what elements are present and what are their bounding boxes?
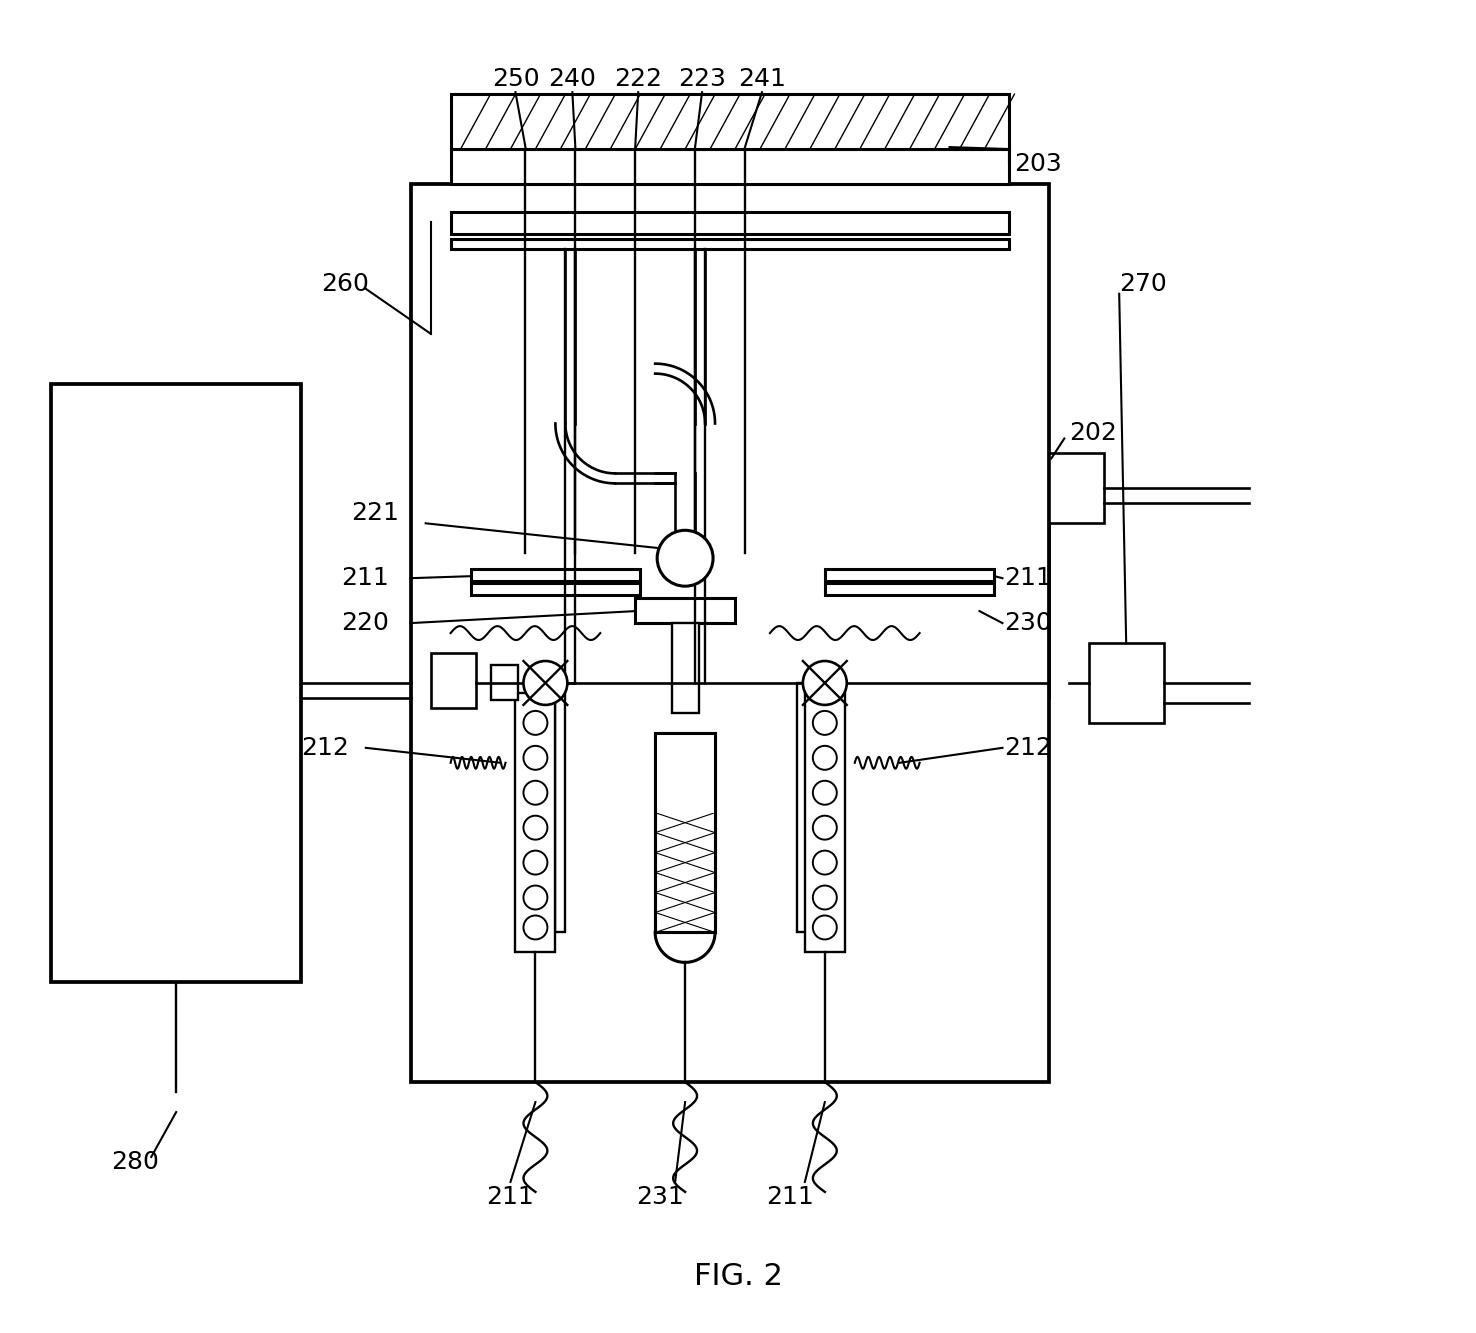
Bar — [825, 583, 995, 595]
Bar — [655, 733, 714, 813]
Circle shape — [524, 781, 548, 805]
Bar — [450, 149, 1010, 184]
Circle shape — [813, 850, 837, 874]
Bar — [490, 665, 518, 700]
Bar — [635, 599, 735, 623]
Bar — [1089, 643, 1165, 722]
Text: 221: 221 — [351, 501, 399, 525]
Bar — [655, 733, 714, 933]
Bar — [515, 693, 555, 952]
Text: 202: 202 — [1069, 421, 1117, 445]
Circle shape — [524, 916, 548, 940]
Text: 260: 260 — [320, 272, 369, 296]
Bar — [804, 693, 844, 952]
Text: 250: 250 — [492, 67, 539, 91]
Text: 222: 222 — [614, 67, 663, 91]
Bar — [1049, 453, 1104, 524]
Circle shape — [524, 816, 548, 840]
Bar — [655, 733, 714, 933]
Circle shape — [524, 746, 548, 769]
Bar — [471, 569, 641, 581]
Circle shape — [524, 850, 548, 874]
Bar — [555, 682, 565, 933]
Circle shape — [657, 531, 713, 587]
Bar — [450, 95, 1010, 149]
Text: 231: 231 — [636, 1185, 683, 1209]
Circle shape — [524, 885, 548, 909]
Text: 212: 212 — [1005, 736, 1052, 760]
Text: 211: 211 — [1005, 567, 1052, 591]
Circle shape — [813, 746, 837, 769]
Circle shape — [524, 710, 548, 734]
Bar — [797, 682, 807, 933]
Circle shape — [813, 816, 837, 840]
Text: 211: 211 — [766, 1185, 813, 1209]
Text: 270: 270 — [1119, 272, 1168, 296]
Text: 211: 211 — [487, 1185, 534, 1209]
Bar — [410, 184, 1049, 1082]
Text: 203: 203 — [1014, 152, 1063, 176]
Text: 240: 240 — [549, 67, 596, 91]
Bar — [471, 583, 641, 595]
Text: 212: 212 — [301, 736, 348, 760]
Bar — [450, 239, 1010, 249]
Circle shape — [813, 710, 837, 734]
Circle shape — [813, 916, 837, 940]
Text: 220: 220 — [341, 611, 388, 635]
Text: 230: 230 — [1005, 611, 1052, 635]
Text: 280: 280 — [111, 1150, 159, 1174]
Circle shape — [813, 781, 837, 805]
Bar — [52, 384, 301, 982]
Bar — [431, 653, 475, 708]
Text: 223: 223 — [677, 67, 726, 91]
Circle shape — [813, 885, 837, 909]
Circle shape — [524, 661, 567, 705]
Circle shape — [803, 661, 847, 705]
Bar — [672, 623, 700, 713]
Bar — [825, 569, 995, 581]
Bar — [450, 212, 1010, 233]
Text: 241: 241 — [738, 67, 785, 91]
Text: 211: 211 — [341, 567, 388, 591]
Text: FIG. 2: FIG. 2 — [694, 1262, 782, 1292]
